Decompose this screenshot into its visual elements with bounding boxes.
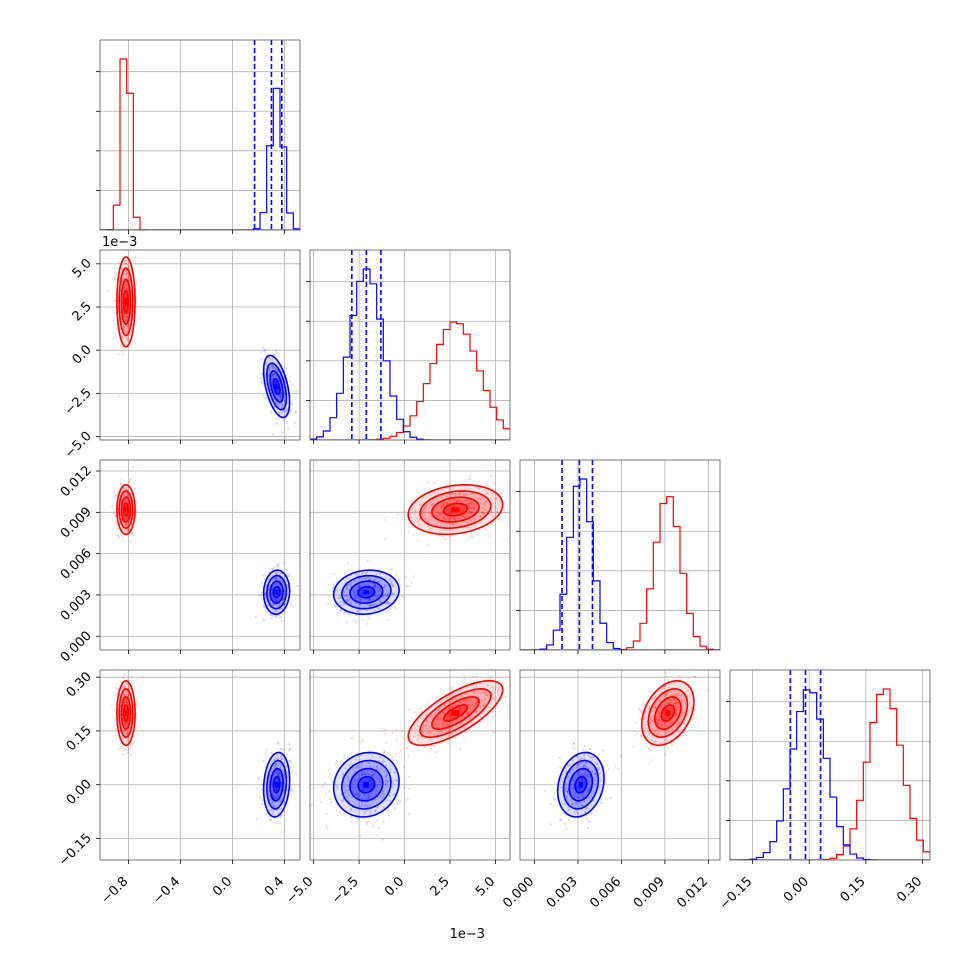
scatter-panel-3-2: 0.000 0.003 0.006 0.009 0.012	[500, 669, 721, 911]
y-tick-label: −5.0	[62, 429, 95, 462]
hist-panel-0	[96, 39, 301, 234]
hist-panel-1	[306, 249, 511, 444]
x-tick-label: 5.0	[473, 874, 498, 899]
density-peak	[363, 781, 370, 788]
hist-panel-3: −0.15 0.00 0.15 0.30	[717, 669, 931, 913]
y-tick-label: 0.30	[64, 669, 95, 700]
panel-frame	[99, 249, 301, 441]
y-tick-label: 0.000	[58, 628, 95, 665]
y-tick-label: 0.15	[64, 723, 95, 754]
x-tick-label: 0.30	[894, 874, 925, 905]
scatter-panel-1-0: −5.0 −2.5 0.0 2.5 5.0	[62, 249, 301, 462]
x-tick-label: −5.0	[284, 874, 317, 907]
x-tick-label: 0.012	[674, 874, 711, 911]
x-tick-label: 0.003	[544, 874, 581, 911]
panel-frame	[309, 459, 511, 651]
x-tick-label: 0.0	[210, 874, 235, 899]
scatter-panel-3-1: −5.0 −2.5 0.0 2.5 5.0	[284, 669, 511, 907]
y-offset-label: 1e−3	[102, 235, 137, 250]
histogram-blue	[310, 268, 510, 440]
histogram-red	[100, 58, 300, 230]
y-tick-label: −2.5	[62, 386, 95, 419]
panel-frame	[99, 459, 301, 651]
y-tick-label: 0.0	[70, 342, 95, 367]
panel-frame	[519, 459, 721, 651]
density-peak	[274, 781, 279, 788]
panel-frame	[309, 669, 511, 861]
y-tick-label: 0.009	[58, 505, 95, 542]
x-tick-label: 0.009	[631, 874, 668, 911]
density-peak	[123, 710, 128, 716]
density-peak	[123, 507, 128, 512]
x-tick-label: −0.4	[150, 874, 183, 907]
scatter-panel-2-0: 0.000 0.003 0.006 0.009 0.012	[58, 459, 301, 665]
panel-frame	[309, 249, 511, 441]
hist-panel-2	[516, 459, 721, 654]
y-tick-label: 0.00	[64, 777, 95, 808]
panel-frame	[519, 669, 721, 861]
density-peak	[578, 781, 583, 788]
density-peak	[274, 590, 279, 595]
x-tick-label: 0.15	[838, 874, 869, 905]
histogram-red	[310, 321, 510, 440]
x-tick-label: −0.8	[98, 874, 131, 907]
histogram-blue	[100, 87, 300, 230]
x-tick-label: −2.5	[329, 874, 362, 907]
x-offset-label: 1e−3	[450, 927, 485, 942]
x-tick-label: −0.15	[717, 874, 756, 913]
density-peak	[123, 297, 128, 306]
y-tick-label: 0.003	[58, 587, 95, 624]
x-tick-label: 0.006	[587, 874, 624, 911]
histogram-blue	[520, 478, 720, 650]
y-tick-label: 0.012	[58, 463, 95, 500]
y-tick-label: 0.006	[58, 546, 95, 583]
x-tick-label: 0.0	[382, 874, 407, 899]
density-peak	[363, 590, 370, 595]
scatter-panel-2-1	[309, 459, 511, 654]
density-peak	[665, 710, 671, 716]
panel-frame	[99, 39, 301, 231]
x-tick-label: 0.00	[781, 874, 812, 905]
y-tick-label: 5.0	[70, 256, 95, 281]
scatter-panel-3-0: −0.8 −0.4 0.0 0.4−0.150.000.150.30	[56, 669, 301, 907]
panel-frame	[99, 669, 301, 861]
y-tick-label: −0.15	[56, 831, 95, 870]
density-peak	[274, 383, 279, 390]
histogram-blue	[730, 689, 930, 860]
y-tick-label: 2.5	[70, 299, 95, 324]
x-tick-label: 2.5	[428, 874, 453, 899]
density-peak	[451, 507, 460, 512]
density-peak	[451, 710, 460, 716]
x-tick-label: 0.000	[500, 874, 537, 911]
panel-frame	[729, 669, 931, 861]
histogram-red	[730, 688, 930, 860]
histogram-red	[520, 496, 720, 650]
